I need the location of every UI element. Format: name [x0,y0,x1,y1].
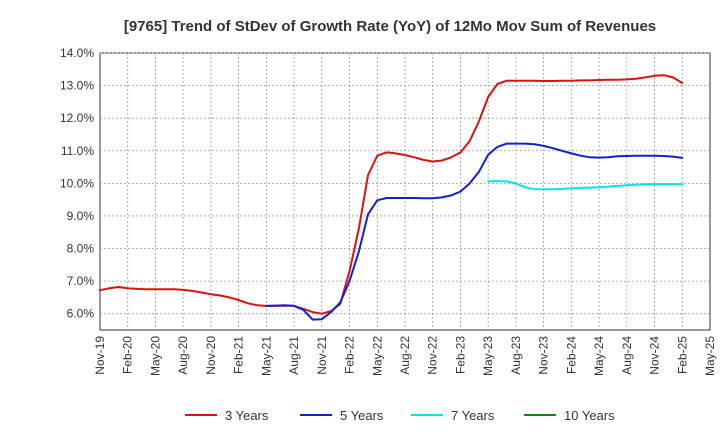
grid-lines [100,52,710,330]
x-tick-label: Aug-20 [176,336,190,375]
y-tick-label: 11.0% [61,144,94,158]
series-lines [99,74,684,321]
x-tick-label: Nov-23 [537,336,551,375]
x-tick-label: May-21 [259,336,273,376]
y-tick-label: 9.0% [67,209,95,223]
x-tick-label: Aug-22 [398,336,412,375]
x-tick-label: May-25 [703,336,717,376]
x-tick-label: Aug-23 [509,336,523,375]
legend: 3 Years 5 Years 7 Years 10 Years [185,408,615,423]
series-line-3-years [99,74,684,315]
x-tick-label: Feb-20 [121,336,135,374]
x-tick-label: May-20 [148,336,162,376]
y-axis-ticks: 6.0% 7.0% 8.0% 9.0% 10.0% 11.0% 12.0% 13.0% 14.0… [60,46,94,321]
x-tick-label: Aug-24 [620,336,634,375]
y-tick-label: 6.0% [67,307,95,321]
legend-label: 3 Years [225,408,269,423]
series-line-5-years [265,142,684,321]
series-line-7-years [487,180,684,191]
y-tick-label: 13.0% [60,79,94,93]
legend-label: 10 Years [564,408,615,423]
legend-label: 7 Years [451,408,495,423]
x-tick-label: Nov-24 [648,336,662,375]
x-tick-label: Feb-21 [232,336,246,374]
x-tick-label: Nov-20 [204,336,218,375]
x-tick-label: Feb-25 [675,336,689,374]
plot-frame [99,52,711,331]
x-tick-label: Nov-19 [93,336,107,375]
x-tick-label: Feb-22 [343,336,357,374]
x-tick-label: May-24 [592,336,606,376]
y-tick-label: 8.0% [67,242,95,256]
x-tick-label: May-22 [370,336,384,376]
plot-area [99,52,711,331]
x-tick-label: Aug-21 [287,336,301,375]
y-tick-label: 14.0% [60,46,94,60]
chart-title: [9765] Trend of StDev of Growth Rate (Yo… [124,18,656,35]
y-tick-label: 7.0% [67,274,95,288]
x-tick-label: Nov-21 [315,336,329,375]
x-axis-ticks: Nov-19 Feb-20 May-20 Aug-20 Nov-20 Feb-21 May-… [93,336,717,376]
x-tick-label: Feb-24 [564,336,578,374]
x-tick-label: Nov-22 [426,336,440,375]
x-tick-label: Feb-23 [453,336,467,374]
x-tick-label: May-23 [481,336,495,376]
legend-label: 5 Years [340,408,384,423]
y-tick-label: 10.0% [60,176,94,190]
y-tick-label: 12.0% [60,111,94,125]
